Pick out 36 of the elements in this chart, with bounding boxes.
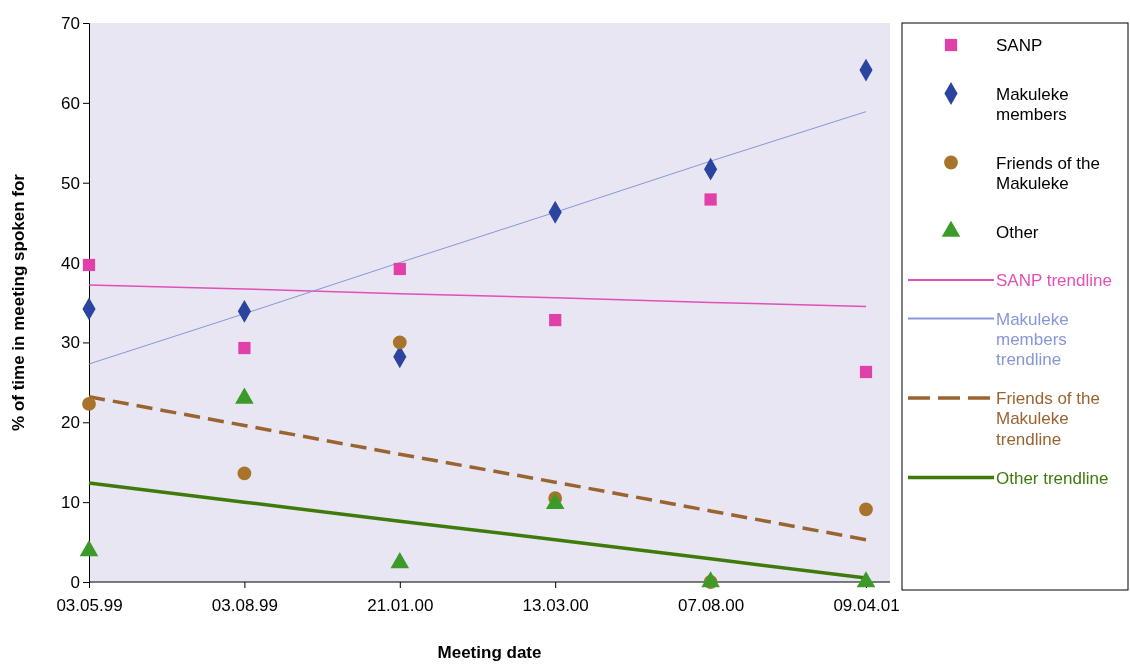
y-tick-label: 50 <box>61 173 80 193</box>
point <box>393 262 406 276</box>
x-tick-label: 03.08.99 <box>211 596 278 616</box>
text: Other trendline <box>996 468 1109 488</box>
y-tick-label: 30 <box>61 333 80 353</box>
x-tick-label: 21.01.00 <box>367 596 434 616</box>
point <box>82 397 96 411</box>
x-tick-label: 13.03.00 <box>522 596 589 616</box>
y-tick-label: 60 <box>61 93 80 113</box>
point <box>237 466 252 481</box>
point <box>392 335 407 350</box>
point <box>549 313 562 327</box>
text: Makuleke members trendline <box>996 309 1069 370</box>
point <box>704 193 717 206</box>
line-series <box>88 284 867 308</box>
y-axis-title: % of time in meeting spoken for <box>9 173 28 431</box>
point <box>238 341 251 355</box>
y-tick-label: 40 <box>61 253 80 273</box>
x-tick-label: 07.08.00 <box>678 596 745 616</box>
y-tick-label: 20 <box>61 413 80 433</box>
point <box>859 365 873 379</box>
text: Friends of the Makuleke trendline <box>996 389 1100 449</box>
legend-label: Friends of the Makuleke <box>996 153 1100 193</box>
x-tick-label: 03.05.99 <box>56 596 123 616</box>
legend-label: SANP <box>996 36 1043 55</box>
y-tick-label: 70 <box>61 13 80 33</box>
legend-label: Makuleke members <box>996 84 1069 124</box>
text: SANP trendline <box>996 271 1112 290</box>
x-tick-label: 09.04.01 <box>833 596 900 616</box>
y-tick-label: 0 <box>70 572 80 592</box>
line-series <box>88 111 867 365</box>
x-axis-title: Meeting date <box>437 643 542 662</box>
point <box>859 502 873 517</box>
point <box>82 258 96 272</box>
y-tick-label: 10 <box>61 493 80 513</box>
legend-label: Other <box>996 222 1039 242</box>
